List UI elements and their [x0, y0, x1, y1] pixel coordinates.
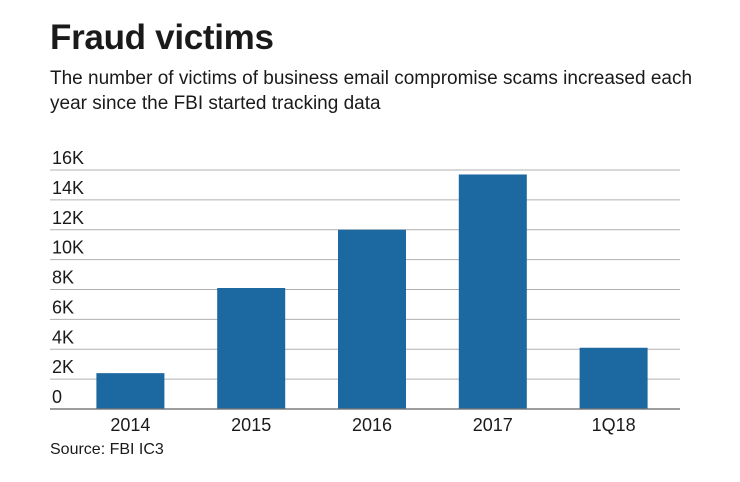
chart-title: Fraud victims — [50, 18, 274, 57]
x-tick-label: 1Q18 — [592, 415, 636, 435]
y-tick-label: 4K — [52, 327, 74, 347]
bar-2016 — [338, 229, 406, 409]
x-tick-label: 2015 — [231, 415, 271, 435]
bar-2015 — [217, 288, 286, 409]
y-tick-label: 10K — [52, 238, 84, 258]
y-tick-label: 2K — [52, 357, 74, 377]
y-tick-label: 14K — [52, 178, 84, 198]
y-tick-label: 16K — [52, 148, 84, 168]
x-tick-label: 2016 — [352, 415, 392, 435]
chart-subtitle: The number of victims of business email … — [50, 68, 693, 114]
x-tick-label: 2017 — [473, 415, 513, 435]
bar-2017 — [458, 174, 527, 409]
x-tick-label: 2014 — [110, 415, 150, 435]
y-tick-label: 8K — [52, 268, 74, 288]
bar-1Q18 — [579, 347, 648, 409]
source-note: Source: FBI IC3 — [50, 441, 164, 458]
y-tick-label: 6K — [52, 297, 74, 317]
y-tick-label: 0 — [52, 387, 62, 407]
y-tick-label: 12K — [52, 208, 84, 228]
bar-2014 — [96, 373, 165, 409]
